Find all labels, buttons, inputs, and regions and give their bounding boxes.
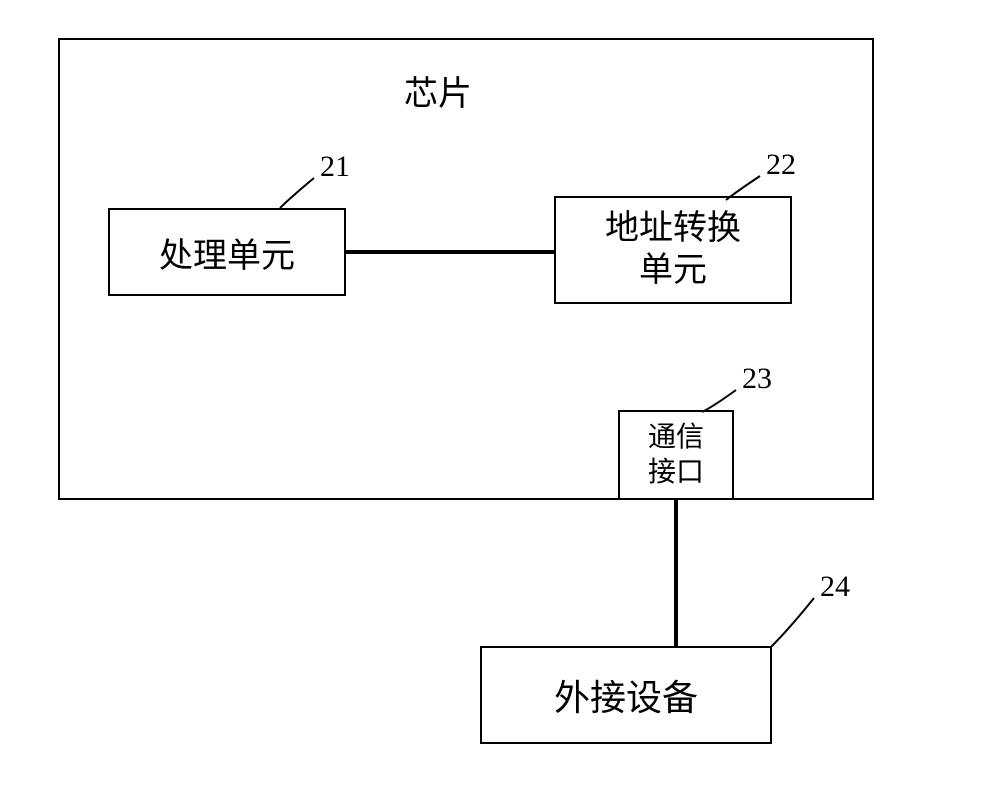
edge-processing-to-translation xyxy=(346,250,554,254)
edge-comm-to-external xyxy=(674,500,678,646)
external-device-leader xyxy=(0,0,981,800)
